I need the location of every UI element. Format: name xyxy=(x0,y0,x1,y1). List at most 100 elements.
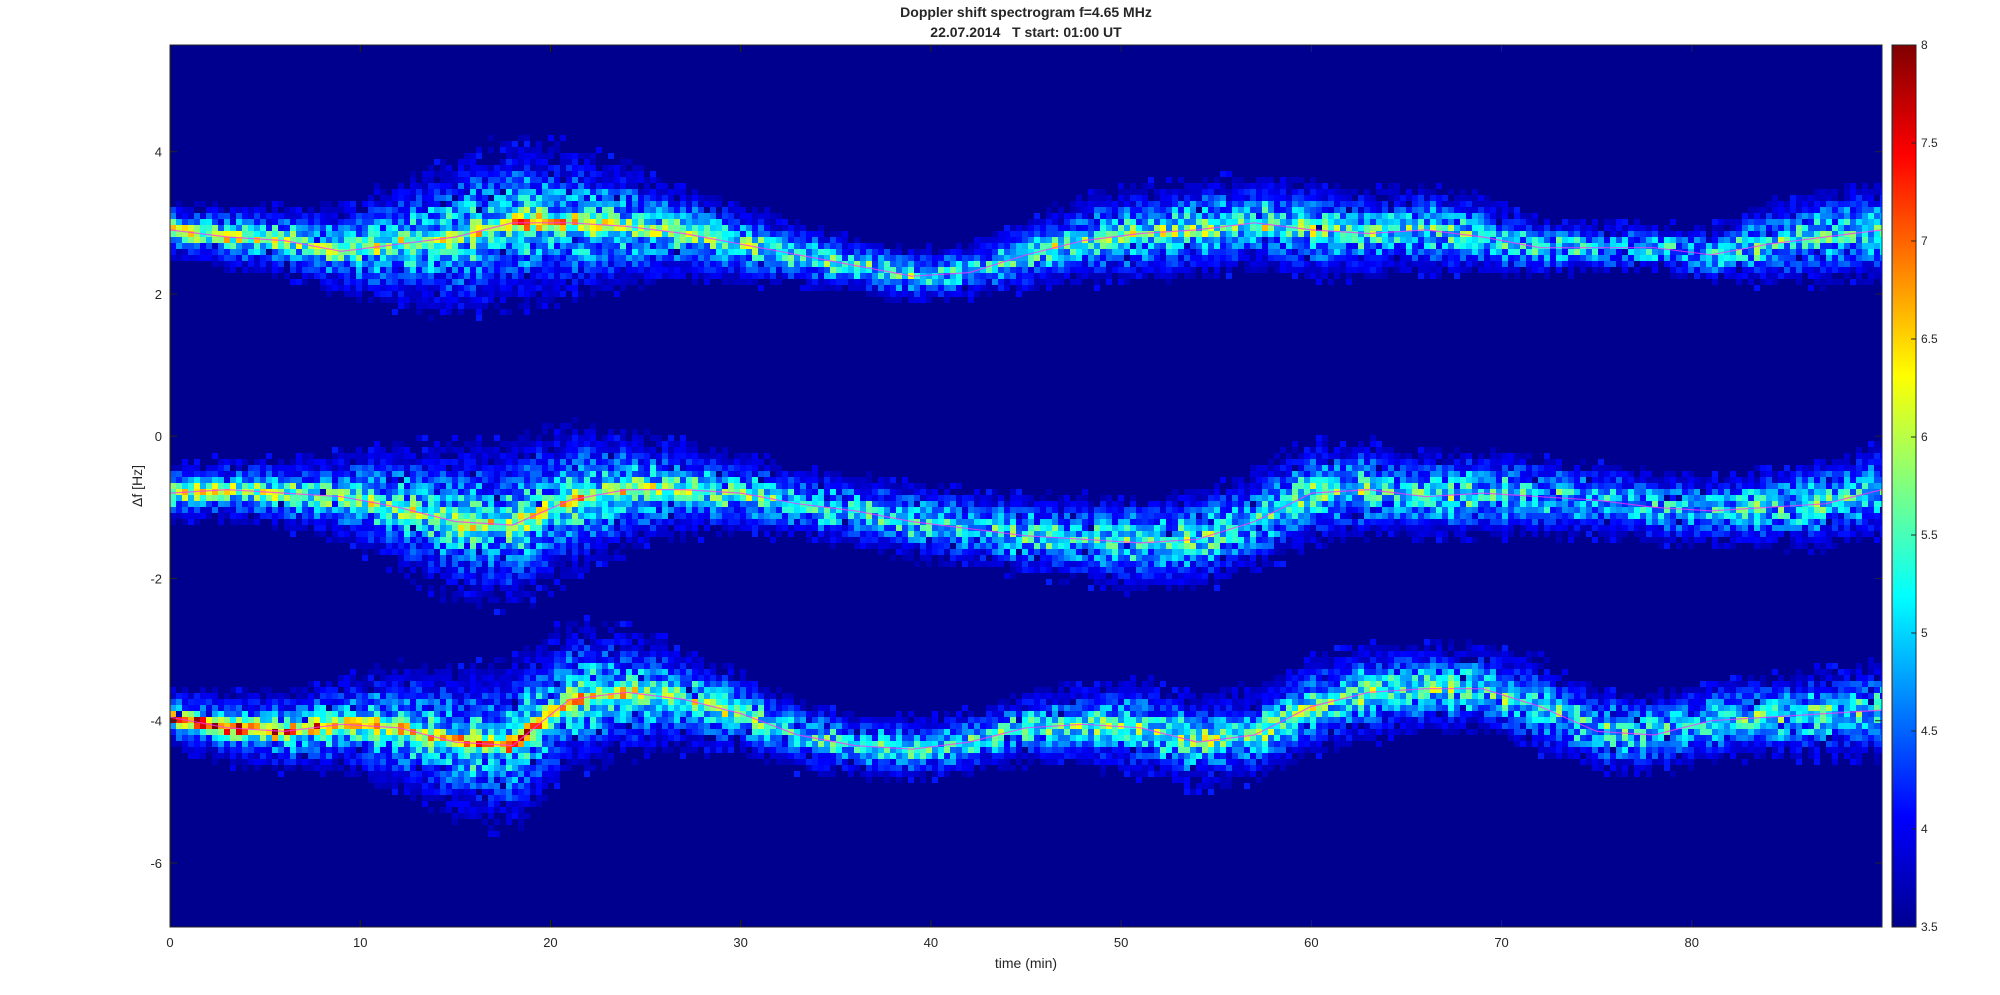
heatmap-cell xyxy=(308,519,314,525)
heatmap-cell xyxy=(584,555,590,561)
heatmap-cell xyxy=(530,669,536,675)
heatmap-cell xyxy=(332,471,338,477)
heatmap-cell xyxy=(416,669,422,675)
heatmap-cell xyxy=(350,741,356,747)
heatmap-cell xyxy=(494,231,500,237)
heatmap-cell xyxy=(584,267,590,273)
heatmap-cell xyxy=(512,453,518,459)
heatmap-cell xyxy=(656,237,662,243)
heatmap-cell xyxy=(470,723,476,729)
heatmap-cell xyxy=(698,717,704,723)
heatmap-cell xyxy=(704,519,710,525)
heatmap-cell xyxy=(506,147,512,153)
heatmap-cell xyxy=(662,483,668,489)
heatmap-cell xyxy=(572,189,578,195)
heatmap-cell xyxy=(650,243,656,249)
heatmap-cell xyxy=(518,213,524,219)
heatmap-cell xyxy=(422,663,428,669)
heatmap-cell xyxy=(710,447,716,453)
heatmap-cell xyxy=(614,279,620,285)
heatmap-cell xyxy=(272,705,278,711)
heatmap-cell xyxy=(542,459,548,465)
heatmap-cell xyxy=(464,453,470,459)
heatmap-cell xyxy=(674,501,680,507)
heatmap-cell xyxy=(524,747,530,753)
heatmap-cell xyxy=(494,435,500,441)
heatmap-cell xyxy=(302,249,308,255)
heatmap-cell xyxy=(548,459,554,465)
heatmap-cell xyxy=(644,429,650,435)
heatmap-cell xyxy=(608,435,614,441)
heatmap-cell xyxy=(194,255,200,261)
heatmap-cell xyxy=(506,561,512,567)
heatmap-cell xyxy=(602,207,608,213)
heatmap-cell xyxy=(542,795,548,801)
heatmap-cell xyxy=(698,273,704,279)
heatmap-cell xyxy=(470,789,476,795)
heatmap-cell xyxy=(650,255,656,261)
heatmap-cell xyxy=(668,507,674,513)
heatmap-cell xyxy=(320,519,326,525)
heatmap-cell xyxy=(710,741,716,747)
heatmap-cell xyxy=(482,189,488,195)
heatmap-cell xyxy=(632,447,638,453)
heatmap-cell xyxy=(194,231,200,237)
heatmap-cell xyxy=(500,693,506,699)
heatmap-cell xyxy=(704,483,710,489)
heatmap-cell xyxy=(554,777,560,783)
heatmap-cell xyxy=(716,219,722,225)
heatmap-cell xyxy=(524,687,530,693)
heatmap-cell xyxy=(410,777,416,783)
heatmap-cell xyxy=(704,753,710,759)
heatmap-cell xyxy=(674,645,680,651)
heatmap-cell xyxy=(524,723,530,729)
heatmap-cell xyxy=(560,531,566,537)
heatmap-cell xyxy=(614,183,620,189)
heatmap-cell xyxy=(656,735,662,741)
heatmap-cell xyxy=(356,687,362,693)
heatmap-cell xyxy=(680,531,686,537)
heatmap-cell xyxy=(452,765,458,771)
heatmap-cell xyxy=(536,267,542,273)
heatmap-cell xyxy=(518,525,524,531)
heatmap-cell xyxy=(632,441,638,447)
heatmap-cell xyxy=(308,495,314,501)
heatmap-cell xyxy=(470,189,476,195)
heatmap-cell xyxy=(236,513,242,519)
heatmap-cell xyxy=(512,483,518,489)
heatmap-cell xyxy=(392,693,398,699)
heatmap-cell xyxy=(374,531,380,537)
heatmap-cell xyxy=(632,705,638,711)
heatmap-cell xyxy=(500,219,506,225)
heatmap-cell xyxy=(674,525,680,531)
heatmap-cell xyxy=(536,465,542,471)
heatmap-cell xyxy=(446,459,452,465)
heatmap-cell xyxy=(698,213,704,219)
heatmap-cell xyxy=(542,297,548,303)
heatmap-cell xyxy=(494,789,500,795)
heatmap-cell xyxy=(560,489,566,495)
heatmap-cell xyxy=(440,591,446,597)
heatmap-cell xyxy=(524,591,530,597)
heatmap-cell xyxy=(284,723,290,729)
heatmap-cell xyxy=(524,435,530,441)
heatmap-cell xyxy=(368,741,374,747)
heatmap-cell xyxy=(416,537,422,543)
heatmap-cell xyxy=(608,741,614,747)
heatmap-cell xyxy=(692,231,698,237)
heatmap-cell xyxy=(452,495,458,501)
heatmap-cell xyxy=(470,261,476,267)
heatmap-cell xyxy=(620,465,626,471)
heatmap-cell xyxy=(476,297,482,303)
heatmap-cell xyxy=(260,705,266,711)
heatmap-cell xyxy=(632,717,638,723)
heatmap-cell xyxy=(398,507,404,513)
heatmap-cell xyxy=(656,645,662,651)
heatmap-cell xyxy=(506,753,512,759)
heatmap-cell xyxy=(434,561,440,567)
heatmap-cell xyxy=(296,489,302,495)
heatmap-cell xyxy=(542,513,548,519)
heatmap-cell xyxy=(512,759,518,765)
heatmap-cell xyxy=(428,285,434,291)
heatmap-cell xyxy=(662,669,668,675)
